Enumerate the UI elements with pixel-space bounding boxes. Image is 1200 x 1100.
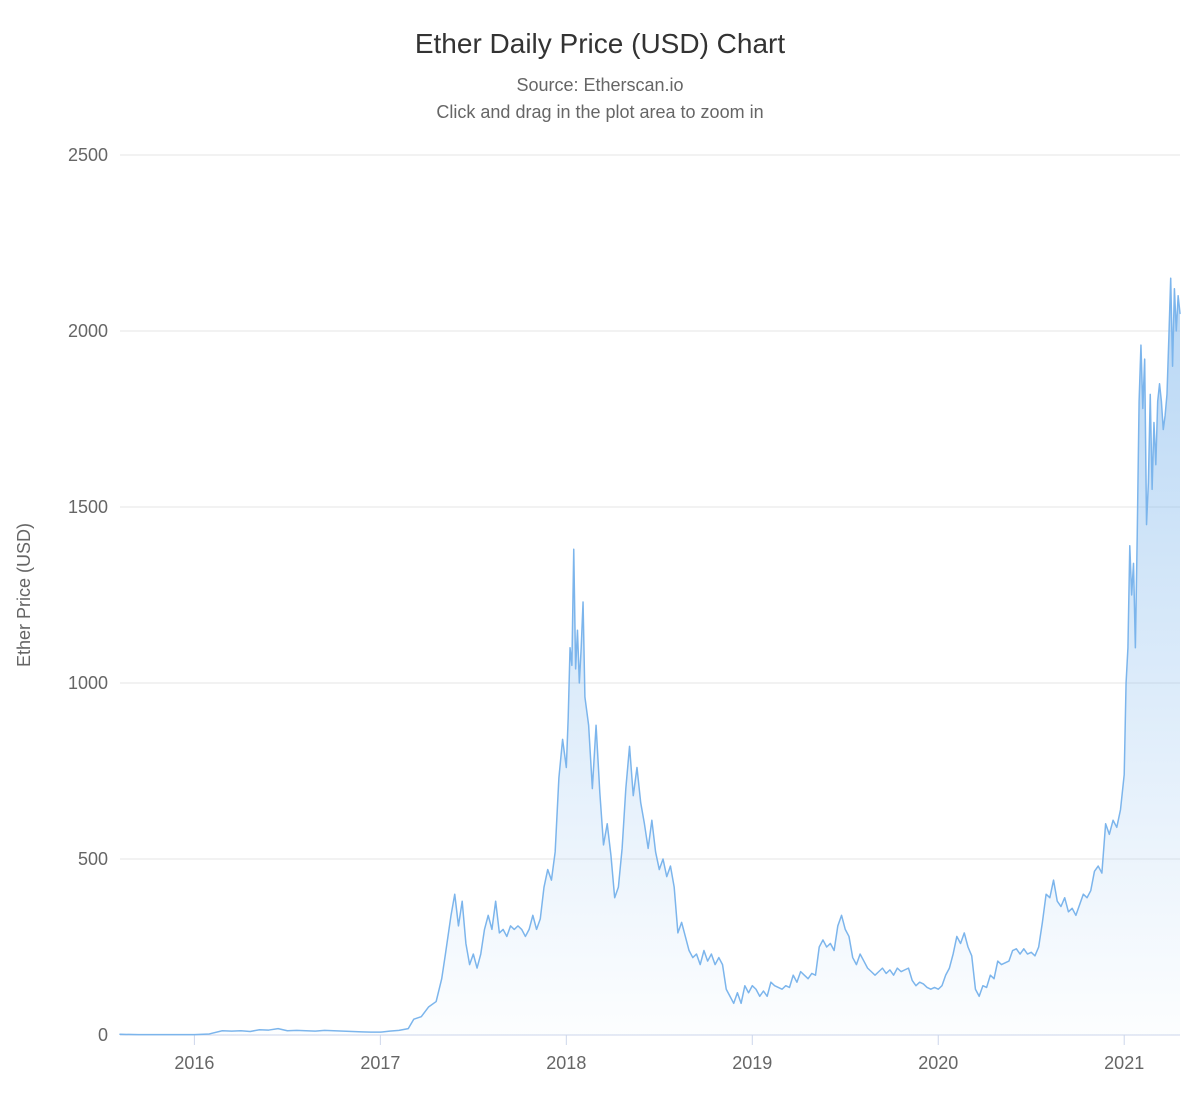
y-tick-label: 1000 (68, 673, 108, 693)
y-axis-title: Ether Price (USD) (14, 523, 34, 667)
y-tick-label: 500 (78, 849, 108, 869)
x-tick-label: 2016 (174, 1053, 214, 1073)
plot-area[interactable]: 0 500 1000 1500 2000 2500 2016 2017 2018 2019 2020… (0, 0, 1200, 1100)
x-tick-label: 2020 (918, 1053, 958, 1073)
x-tick-label: 2021 (1104, 1053, 1144, 1073)
x-tick-label: 2018 (546, 1053, 586, 1073)
x-tick-label: 2019 (732, 1053, 772, 1073)
y-tick-label: 1500 (68, 497, 108, 517)
y-tick-label: 2500 (68, 145, 108, 165)
chart-container: Ether Daily Price (USD) Chart Source: Et… (0, 0, 1200, 1100)
price-area (120, 278, 1180, 1035)
y-tick-label: 0 (98, 1025, 108, 1045)
y-tick-label: 2000 (68, 321, 108, 341)
x-tick-label: 2017 (360, 1053, 400, 1073)
